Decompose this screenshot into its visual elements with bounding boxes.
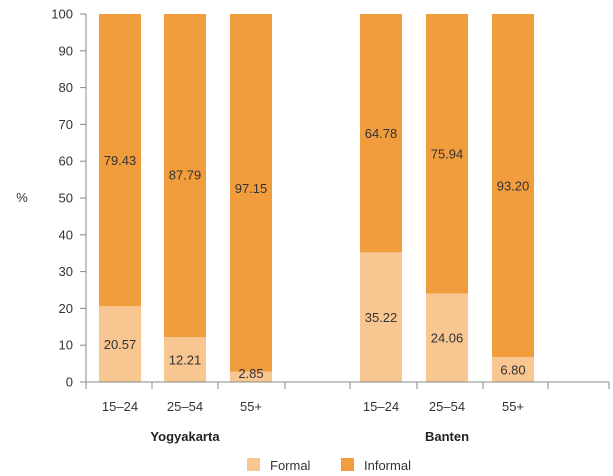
bar-informal <box>99 14 141 307</box>
data-label-informal: 97.15 <box>235 181 268 196</box>
category-label: 55+ <box>240 399 262 414</box>
y-tick-label: 40 <box>59 227 73 242</box>
y-tick-label: 0 <box>66 375 73 390</box>
y-axis-label: % <box>16 190 28 205</box>
bar-formal <box>230 371 272 382</box>
bar-informal <box>360 14 402 253</box>
bars: 20.57 79.43 12.21 87.79 2.85 97.15 35.22 64.78 2… <box>99 14 534 382</box>
data-label-formal: 35.22 <box>365 310 398 325</box>
data-label-formal: 12.21 <box>169 353 202 368</box>
bar-informal <box>164 14 206 338</box>
data-label-informal: 79.43 <box>104 153 137 168</box>
legend-swatch <box>247 458 260 471</box>
y-tick-label: 50 <box>59 191 73 206</box>
legend-swatch <box>341 458 354 471</box>
bar-formal <box>99 306 141 382</box>
y-tick-label: 60 <box>59 154 73 169</box>
bar-informal <box>426 14 468 294</box>
legend-label: Formal <box>270 458 311 473</box>
y-tick-label: 80 <box>59 80 73 95</box>
data-label-formal: 6.80 <box>500 362 525 377</box>
data-label-formal: 24.06 <box>431 331 464 346</box>
data-label-informal: 75.94 <box>431 147 464 162</box>
data-label-informal: 93.20 <box>497 178 530 193</box>
data-label-informal: 64.78 <box>365 126 398 141</box>
group-label: Yogyakarta <box>150 429 220 444</box>
y-axis: 0 10 20 30 40 50 60 70 80 90 100 <box>51 7 87 390</box>
bar-formal <box>492 356 534 382</box>
bar-informal <box>492 14 534 357</box>
y-tick-label: 100 <box>51 7 73 22</box>
y-tick-label: 20 <box>59 301 73 316</box>
category-label: 55+ <box>502 399 524 414</box>
y-tick-label: 90 <box>59 43 73 58</box>
bar-formal <box>360 252 402 382</box>
group-label: Banten <box>425 429 469 444</box>
category-label: 25–54 <box>167 399 203 414</box>
y-tick-label: 30 <box>59 264 73 279</box>
category-label: 15–24 <box>363 399 399 414</box>
category-label: 25–54 <box>429 399 465 414</box>
y-tick-label: 10 <box>59 338 73 353</box>
category-label: 15–24 <box>102 399 138 414</box>
data-label-formal: 2.85 <box>238 366 263 381</box>
data-label-informal: 87.79 <box>169 168 202 183</box>
bar-formal <box>426 293 468 382</box>
bar-formal <box>164 337 206 382</box>
y-tick-label: 70 <box>59 117 73 132</box>
legend: Formal Informal <box>247 458 411 473</box>
x-axis: 15–24 25–54 55+ Yogyakarta 15–24 25–54 55+ Bant… <box>85 381 610 444</box>
legend-label: Informal <box>364 458 411 473</box>
data-label-formal: 20.57 <box>104 337 137 352</box>
bar-informal <box>230 14 272 372</box>
